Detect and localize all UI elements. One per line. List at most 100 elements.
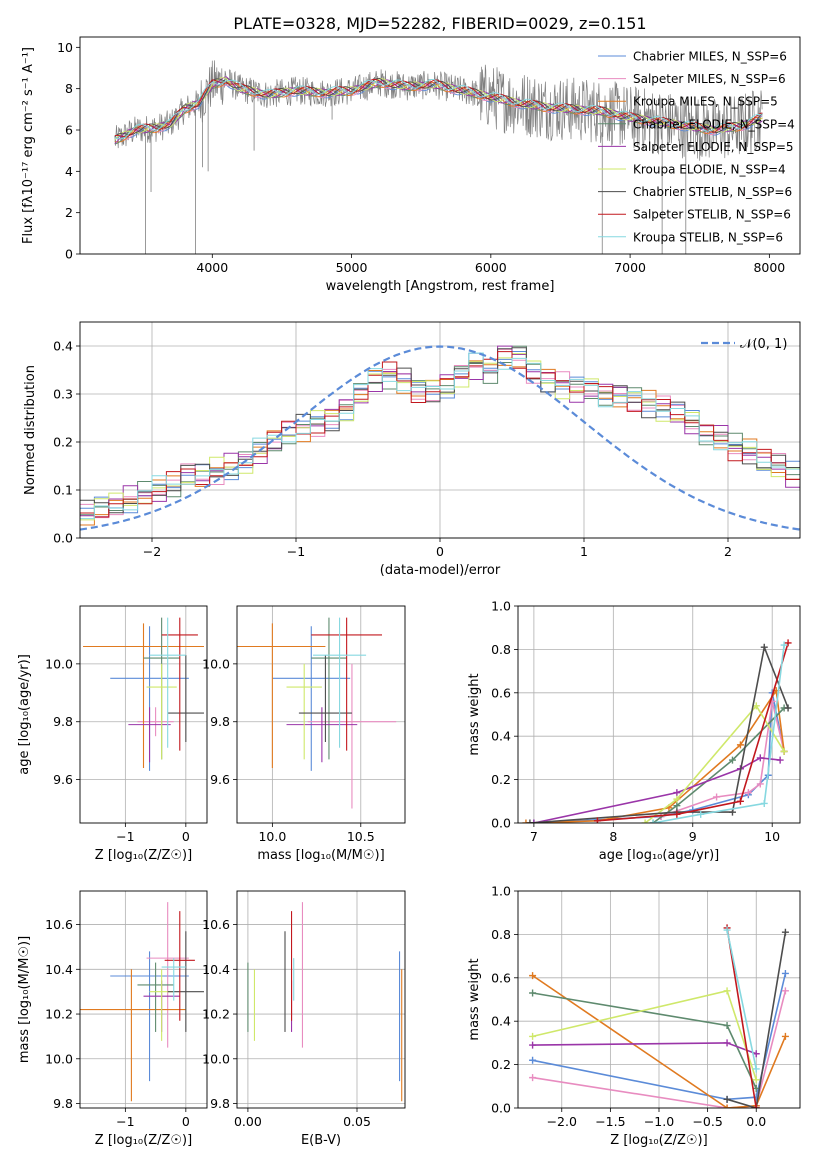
y-tick-label: 0.0 (491, 816, 511, 831)
weight-marker (529, 989, 537, 997)
y-tick-label: 0.4 (491, 729, 511, 744)
y-tick-label: 0 (65, 247, 73, 262)
x-tick-label: −0.5 (692, 1114, 722, 1129)
y-tick-label: 10.4 (45, 962, 73, 977)
weight-line (532, 992, 757, 1089)
legend-label: Chabrier ELODIE, N_SSP=4 (633, 117, 795, 131)
histogram-steps (80, 351, 800, 518)
y-axis-label: age [log₁₀(age/yr)] (17, 654, 32, 775)
legend: Chabrier MILES, N_SSP=6 Salpeter MILES, N… (598, 50, 795, 244)
weight-marker (736, 741, 744, 749)
y-tick-label: 0.0 (491, 1101, 511, 1116)
weight-line (652, 645, 785, 823)
x-tick-label: 5000 (336, 260, 368, 275)
x-axis-label: Z [log₁₀(Z/Z☉)] (95, 1133, 192, 1148)
weight-marker (781, 987, 789, 995)
axes-frame (79, 890, 208, 1109)
weight-marker (784, 639, 792, 647)
weight-marker (673, 802, 681, 810)
weight-marker (752, 1084, 760, 1092)
y-tick-label: 9.6 (53, 772, 73, 787)
y-tick-label: 0.2 (53, 435, 73, 450)
histogram-steps (80, 348, 800, 519)
y-tick-label: 1.0 (491, 884, 511, 899)
y-tick-label: 0.2 (491, 1057, 511, 1072)
weight-line (644, 704, 785, 823)
x-tick-label: −1.5 (595, 1114, 625, 1129)
axes-frame (79, 36, 801, 255)
y-tick-label: 10.6 (202, 917, 230, 932)
x-tick-label: 10.0 (258, 829, 286, 844)
weight-marker (713, 793, 721, 801)
weight-marker (752, 702, 760, 710)
panel-spectrum: 4000 5000 6000 7000 8000 0 2 4 6 8 10 wavelength [A… (21, 36, 801, 294)
x-axis-label: Z [log₁₀(Z/Z☉)] (610, 1133, 707, 1148)
weight-line (532, 973, 787, 1101)
weight-marker (723, 1104, 731, 1108)
x-tick-label: 0 (436, 544, 444, 559)
plot-area-age_vs_mass (237, 617, 397, 809)
legend-label: Salpeter STELIB, N_SSP=6 (633, 208, 791, 222)
weight-marker (649, 819, 657, 823)
weight-marker (522, 819, 530, 823)
axes-frame (79, 605, 208, 824)
legend-label: Chabrier MILES, N_SSP=6 (633, 50, 787, 64)
y-tick-label: 0.0 (53, 531, 73, 546)
y-tick-label: 9.8 (210, 1096, 230, 1111)
panel-mass_vs_Z: −1 0 9.8 10.0 10.2 10.4 10.6 Z [log₁₀(Z/Z☉)] mas… (17, 890, 208, 1148)
weight-marker (723, 1022, 731, 1030)
weight-marker (673, 789, 681, 797)
axes-frame (517, 605, 801, 824)
x-tick-label: 1 (580, 544, 588, 559)
y-tick-label: 1.0 (491, 599, 511, 614)
weight-marker (641, 819, 649, 823)
y-tick-label: 0.6 (491, 970, 511, 985)
x-tick-label: 10 (764, 829, 780, 844)
weight-marker (723, 987, 731, 995)
legend-label: Chabrier STELIB, N_SSP=6 (633, 185, 792, 199)
weight-marker (780, 641, 788, 649)
weight-marker (736, 797, 744, 805)
x-tick-label: 8000 (753, 260, 785, 275)
y-tick-label: 9.8 (53, 714, 73, 729)
plot-area-mass_vs_ebv (247, 902, 403, 1102)
y-tick-label: 0.4 (53, 339, 73, 354)
plot-area-age_vs_Z (83, 617, 204, 771)
weight-line (533, 692, 785, 823)
weight-marker (784, 704, 792, 712)
y-tick-label: 8 (65, 81, 73, 96)
x-tick-label: −1 (287, 544, 305, 559)
panel-residuals: −2 −1 0 1 2 0.0 0.1 0.2 0.3 0.4 (data-model)/error… (23, 321, 801, 578)
weight-marker (752, 1050, 760, 1058)
x-tick-label: 10.5 (347, 829, 375, 844)
axes-frame (517, 890, 801, 1109)
weight-marker (529, 972, 537, 980)
y-tick-label: 9.8 (210, 714, 230, 729)
figure-title: PLATE=0328, MJD=52282, FIBERID=0029, z=0… (233, 14, 646, 33)
plot-area-weight_vs_age (522, 639, 792, 823)
x-tick-label: −1.0 (644, 1114, 674, 1129)
x-tick-label: 0.05 (343, 1114, 371, 1129)
y-tick-label: 0.8 (491, 927, 511, 942)
y-axis-label: mass weight (467, 673, 482, 755)
weight-marker (752, 1076, 760, 1084)
weight-marker (781, 1032, 789, 1040)
y-axis-label: mass weight (467, 958, 482, 1040)
x-tick-label: −2.0 (547, 1114, 577, 1129)
x-tick-label: 2 (724, 544, 732, 559)
panel-weight_vs_Z: −2.0 −1.5 −1.0 −0.5 0.0 0.0 0.2 0.4 0.6 0.8 1.0 Z [… (467, 884, 801, 1148)
y-tick-label: 10.0 (45, 656, 73, 671)
y-tick-label: 10.2 (202, 1007, 230, 1022)
weight-marker (728, 808, 736, 816)
y-tick-label: 0.4 (491, 1014, 511, 1029)
x-tick-label: 7 (530, 829, 538, 844)
panel-age_vs_Z: −1 0 9.6 9.8 10.0 Z [log₁₀(Z/Z☉)] age [log₁₀(a… (17, 605, 208, 863)
y-tick-label: 9.6 (210, 772, 230, 787)
plot-area-residuals (80, 345, 800, 531)
x-axis-label: wavelength [Angstrom, rest frame] (326, 279, 555, 294)
weight-line (726, 929, 757, 1070)
y-axis-label: Flux [fλ10⁻¹⁷ erg cm⁻² s⁻¹ A⁻¹] (21, 47, 36, 244)
model-fit-line (114, 76, 763, 144)
plot-area-weight_vs_Z (529, 924, 789, 1108)
